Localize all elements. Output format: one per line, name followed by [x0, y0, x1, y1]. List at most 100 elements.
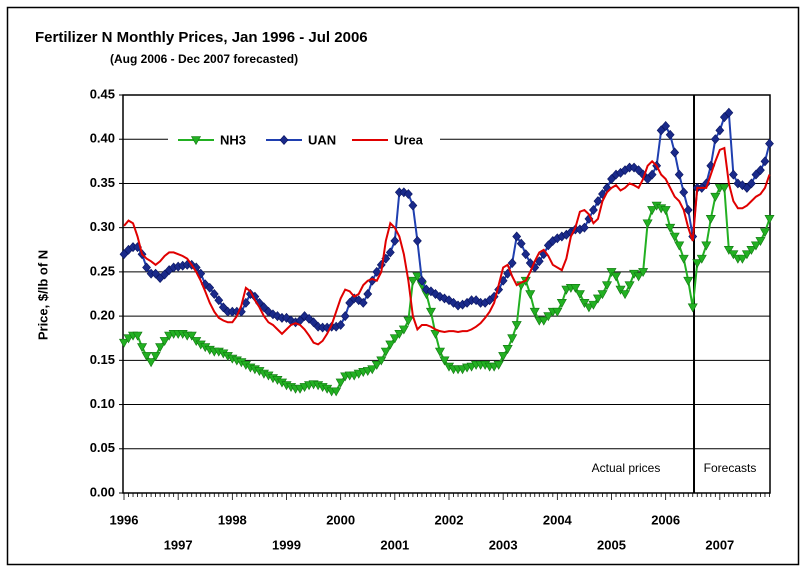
data-point — [309, 317, 318, 328]
data-point — [656, 125, 666, 136]
data-point — [583, 303, 594, 313]
data-point — [710, 192, 721, 202]
data-point — [123, 334, 134, 344]
x-tick-label: 2007 — [705, 537, 734, 552]
data-point — [371, 360, 382, 370]
data-point — [205, 282, 215, 293]
data-point — [335, 378, 346, 388]
chart-title: Fertilizer N Monthly Prices, Jan 1996 - … — [35, 29, 368, 46]
data-point — [723, 245, 734, 255]
data-point — [422, 284, 431, 295]
data-point — [389, 334, 400, 344]
data-point — [683, 205, 693, 215]
data-point — [674, 169, 684, 180]
data-point — [679, 187, 689, 198]
data-point — [119, 249, 129, 260]
y-axis-label: Price, $/lb of N — [35, 250, 50, 340]
data-point — [728, 169, 738, 180]
data-point — [190, 136, 202, 146]
data-point — [417, 275, 427, 286]
data-point — [746, 245, 757, 255]
data-point — [593, 196, 603, 207]
data-point — [543, 240, 553, 251]
data-point — [394, 330, 405, 339]
data-point — [620, 290, 631, 300]
data-point — [589, 205, 598, 215]
data-point — [747, 178, 756, 189]
data-point — [525, 290, 536, 300]
data-point — [521, 249, 531, 260]
legend-label: UAN — [308, 132, 336, 147]
data-point — [245, 289, 255, 299]
data-point — [331, 387, 342, 397]
data-point — [742, 182, 752, 193]
y-tick-label: 0.35 — [90, 175, 115, 190]
chart-subtitle: (Aug 2006 - Dec 2007 forecasted) — [110, 52, 298, 66]
data-point — [155, 343, 166, 353]
data-point — [511, 321, 522, 331]
data-point — [498, 352, 509, 362]
data-point — [755, 237, 766, 247]
data-point — [728, 250, 739, 260]
data-point — [345, 297, 355, 308]
data-point — [516, 238, 526, 249]
data-point — [538, 316, 549, 326]
data-point — [340, 311, 350, 322]
data-point — [642, 219, 653, 229]
data-point — [214, 295, 224, 306]
data-point — [643, 174, 653, 184]
data-point — [408, 200, 418, 211]
x-tick-label: 2003 — [489, 537, 518, 552]
data-point — [579, 299, 590, 308]
data-point — [160, 269, 170, 280]
data-point — [425, 307, 436, 317]
data-point — [696, 254, 707, 264]
data-point — [759, 228, 770, 238]
x-tick-label: 2002 — [435, 512, 464, 527]
x-tick-label: 1999 — [272, 537, 301, 552]
data-point — [607, 174, 616, 184]
data-point — [376, 356, 387, 366]
data-point — [580, 222, 589, 233]
data-point — [118, 338, 130, 348]
plot-frame — [122, 94, 771, 494]
data-point — [570, 284, 581, 293]
y-tick-label: 0.45 — [90, 86, 115, 101]
x-tick-label: 2006 — [651, 512, 680, 527]
data-point — [665, 129, 675, 140]
data-point — [584, 213, 594, 224]
data-point — [512, 231, 522, 242]
data-point — [751, 169, 761, 180]
data-point — [413, 235, 422, 246]
data-point — [705, 215, 716, 224]
y-tick-label: 0.05 — [90, 440, 115, 455]
data-point — [507, 334, 518, 344]
data-point — [683, 276, 694, 286]
data-point — [412, 272, 423, 282]
legend-label: Urea — [394, 132, 424, 147]
data-point — [529, 307, 540, 317]
data-point — [750, 241, 761, 251]
x-tick-label: 1997 — [164, 537, 193, 552]
data-point — [385, 247, 395, 258]
x-tick-label: 2001 — [380, 537, 409, 552]
data-point — [507, 258, 517, 268]
x-tick-label: 2005 — [597, 537, 626, 552]
data-point — [647, 206, 658, 216]
data-point — [737, 254, 748, 264]
data-point — [701, 241, 712, 251]
data-point — [765, 138, 774, 149]
y-tick-label: 0.10 — [90, 396, 115, 411]
y-tick-label: 0.30 — [90, 219, 115, 234]
data-point — [760, 156, 770, 167]
data-point — [502, 345, 513, 354]
data-point — [741, 250, 752, 260]
data-point — [259, 302, 269, 313]
data-point — [159, 337, 170, 346]
y-tick-label: 0.15 — [90, 352, 115, 367]
data-point — [367, 365, 378, 375]
y-tick-label: 0.40 — [90, 131, 115, 146]
data-point — [710, 134, 720, 145]
data-point — [597, 290, 608, 300]
data-point — [756, 165, 765, 176]
